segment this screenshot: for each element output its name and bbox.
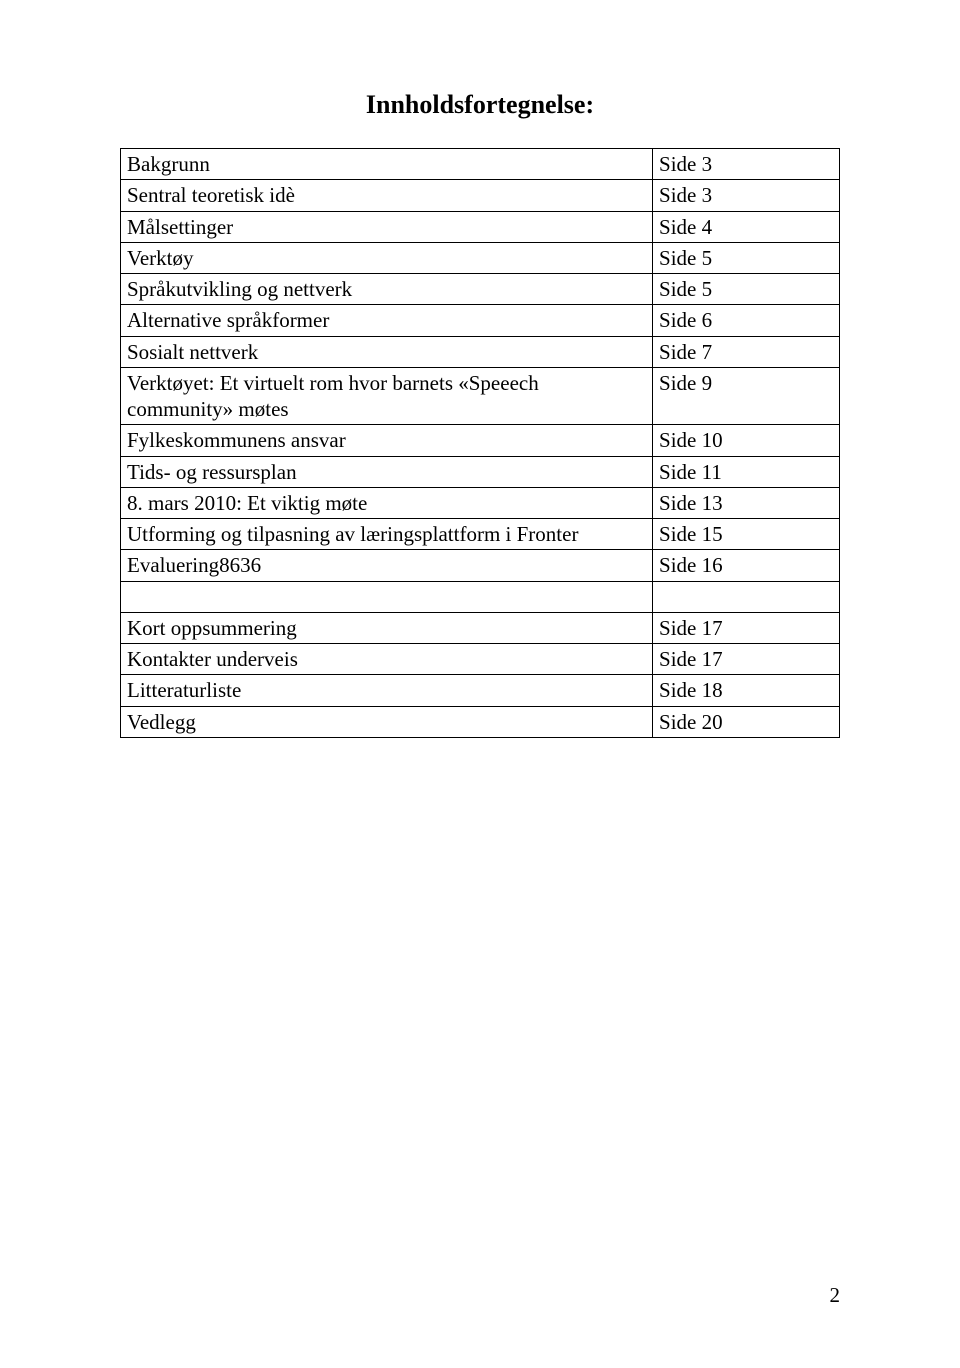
table-row: VerktøySide 5: [121, 242, 840, 273]
toc-label: Sosialt nettverk: [121, 336, 653, 367]
table-row: Kort oppsummeringSide 17: [121, 612, 840, 643]
toc-label: Kort oppsummering: [121, 612, 653, 643]
toc-label: Bakgrunn: [121, 149, 653, 180]
toc-page: Side 11: [653, 456, 840, 487]
table-row: BakgrunnSide 3: [121, 149, 840, 180]
table-row: Fylkeskommunens ansvarSide 10: [121, 425, 840, 456]
table-row: Evaluering8636Side 16: [121, 550, 840, 581]
toc-page: Side 17: [653, 644, 840, 675]
toc-label: Alternative språkformer: [121, 305, 653, 336]
toc-page: Side 16: [653, 550, 840, 581]
toc-label: Kontakter underveis: [121, 644, 653, 675]
toc-label: Litteraturliste: [121, 675, 653, 706]
empty-cell: [121, 581, 653, 612]
toc-label: Evaluering8636: [121, 550, 653, 581]
document-page: Innholdsfortegnelse: BakgrunnSide 3Sentr…: [0, 0, 960, 1368]
table-row: Tids- og ressursplanSide 11: [121, 456, 840, 487]
toc-label: Språkutvikling og nettverk: [121, 274, 653, 305]
toc-label: Fylkeskommunens ansvar: [121, 425, 653, 456]
table-row: Verktøyet: Et virtuelt rom hvor barnets …: [121, 367, 840, 425]
toc-page: Side 7: [653, 336, 840, 367]
toc-page: Side 5: [653, 274, 840, 305]
toc-page: Side 15: [653, 519, 840, 550]
table-row: 8. mars 2010: Et viktig møteSide 13: [121, 487, 840, 518]
table-row: Utforming og tilpasning av læringsplattf…: [121, 519, 840, 550]
toc-label: Utforming og tilpasning av læringsplattf…: [121, 519, 653, 550]
toc-label: Tids- og ressursplan: [121, 456, 653, 487]
toc-page: Side 10: [653, 425, 840, 456]
toc-table: BakgrunnSide 3Sentral teoretisk idèSide …: [120, 148, 840, 738]
toc-page: Side 4: [653, 211, 840, 242]
table-row: VedleggSide 20: [121, 706, 840, 737]
toc-label: Vedlegg: [121, 706, 653, 737]
table-row: LitteraturlisteSide 18: [121, 675, 840, 706]
table-row: Alternative språkformerSide 6: [121, 305, 840, 336]
toc-page: Side 17: [653, 612, 840, 643]
toc-label: Målsettinger: [121, 211, 653, 242]
toc-page: Side 9: [653, 367, 840, 425]
toc-page: Side 18: [653, 675, 840, 706]
toc-label: Verktøyet: Et virtuelt rom hvor barnets …: [121, 367, 653, 425]
table-row: Sentral teoretisk idèSide 3: [121, 180, 840, 211]
toc-label: Verktøy: [121, 242, 653, 273]
toc-page: Side 3: [653, 149, 840, 180]
toc-page: Side 13: [653, 487, 840, 518]
table-row: Språkutvikling og nettverkSide 5: [121, 274, 840, 305]
page-number: 2: [830, 1283, 841, 1308]
toc-page: Side 6: [653, 305, 840, 336]
table-row: Sosialt nettverkSide 7: [121, 336, 840, 367]
toc-page: Side 20: [653, 706, 840, 737]
table-gap-row: [121, 581, 840, 612]
page-title: Innholdsfortegnelse:: [120, 90, 840, 120]
toc-page: Side 3: [653, 180, 840, 211]
table-row: Kontakter underveisSide 17: [121, 644, 840, 675]
empty-cell: [653, 581, 840, 612]
toc-label: 8. mars 2010: Et viktig møte: [121, 487, 653, 518]
toc-label: Sentral teoretisk idè: [121, 180, 653, 211]
toc-page: Side 5: [653, 242, 840, 273]
table-row: MålsettingerSide 4: [121, 211, 840, 242]
